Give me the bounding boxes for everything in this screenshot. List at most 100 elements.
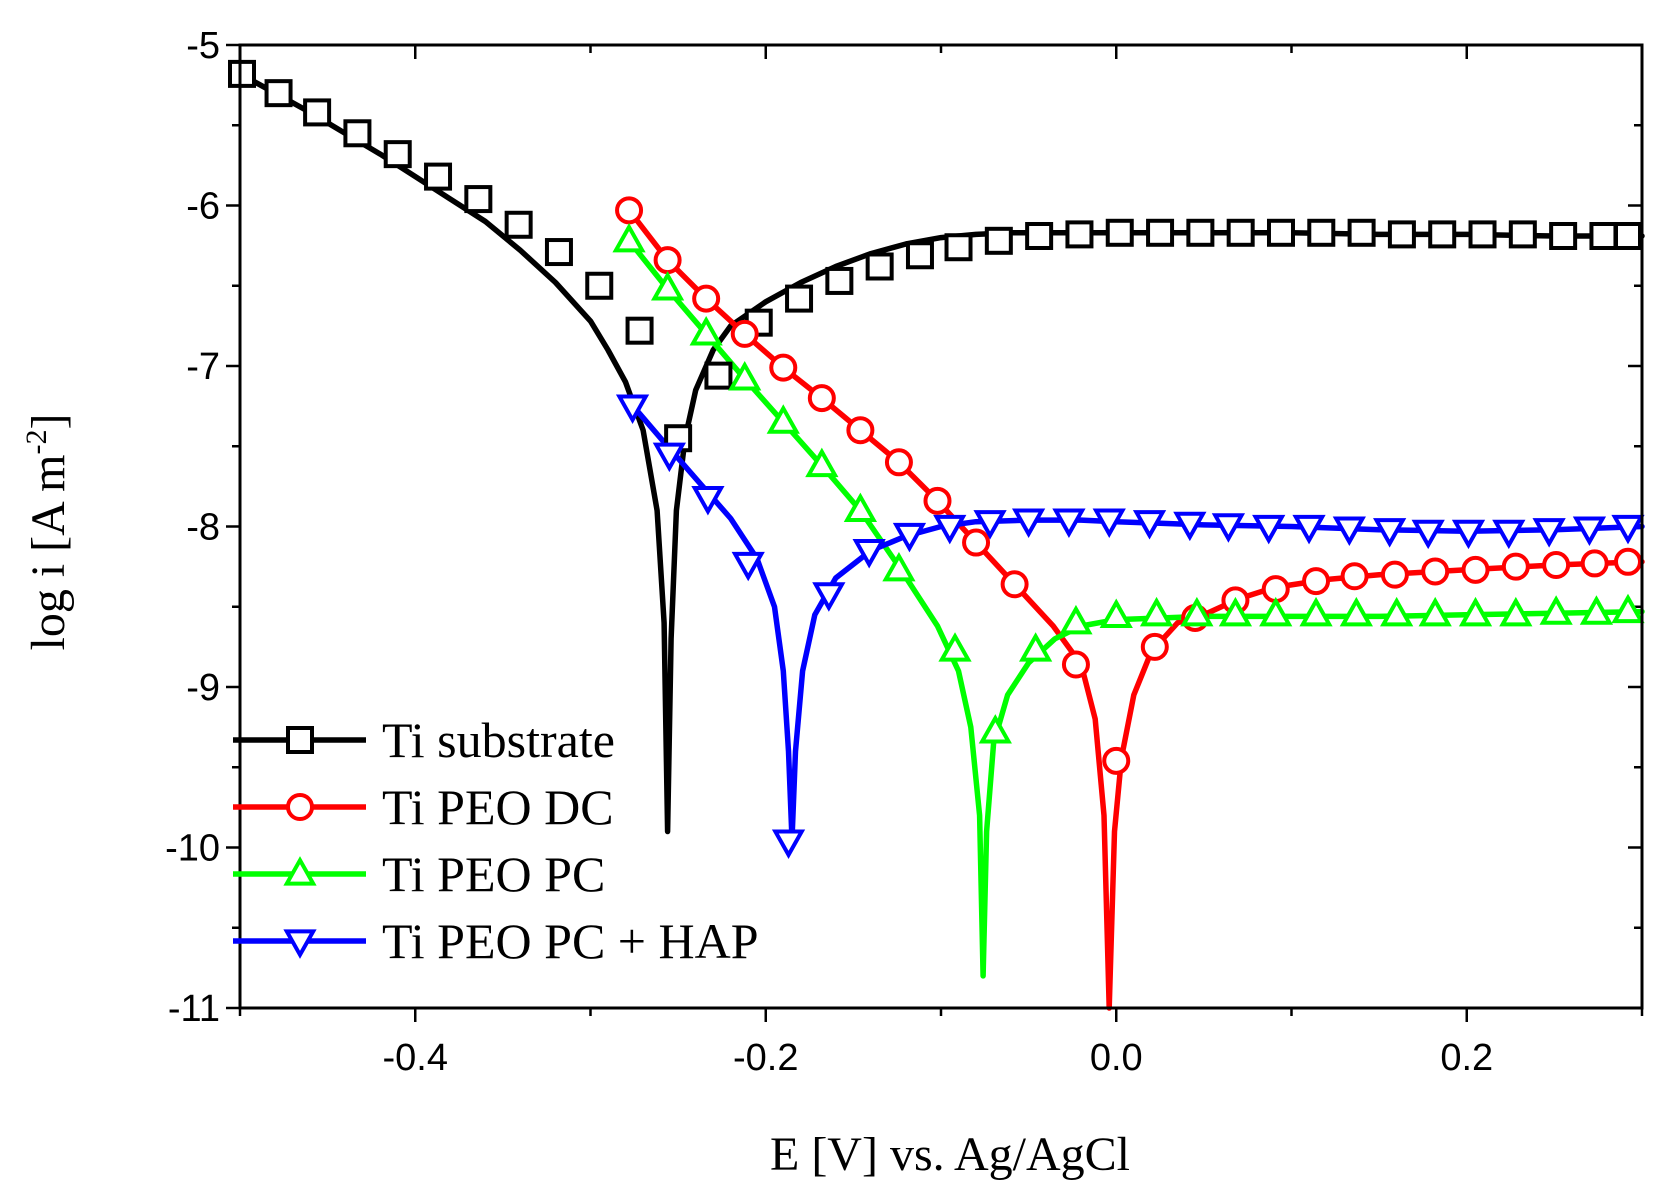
data-point [1061, 650, 1090, 679]
data-point [303, 98, 332, 127]
x-tick-label: -0.4 [383, 1037, 448, 1079]
x-axis-title: E [V] vs. Ag/AgCl [770, 1128, 1130, 1181]
data-point [1146, 218, 1175, 247]
data-point [973, 510, 1007, 540]
data-point [1614, 547, 1642, 576]
data-point [865, 252, 894, 281]
data-point [691, 486, 725, 516]
data-point [1259, 596, 1293, 627]
y-tick-label: -7 [186, 346, 220, 388]
y-tick-label: -10 [165, 828, 220, 870]
y-tick-label: -5 [186, 25, 220, 67]
data-point [1099, 598, 1133, 628]
data-point [544, 238, 573, 267]
data-point [1611, 593, 1645, 624]
data-point [704, 361, 733, 390]
plot-frame [238, 43, 1644, 1010]
data-point [1461, 555, 1490, 584]
data-point [1092, 508, 1126, 538]
legend-marker [286, 793, 314, 821]
data-point [771, 829, 806, 859]
data-point [1347, 218, 1376, 247]
y-axis-title: log i [A m-2] [20, 414, 75, 651]
data-point [1468, 220, 1497, 249]
data-point [807, 384, 836, 413]
data-point [1411, 519, 1445, 550]
data-point [1380, 560, 1409, 589]
data-point [1539, 595, 1573, 625]
y-tick-label: -6 [186, 186, 220, 228]
data-point [1580, 549, 1609, 578]
legend-label: Ti substrate [382, 712, 615, 768]
data-point [1492, 519, 1526, 550]
data-point [1065, 220, 1094, 249]
data-point [585, 271, 614, 300]
data-point [1173, 511, 1207, 542]
legend-label: Ti PEO PC [382, 846, 605, 902]
data-point [1451, 519, 1486, 550]
data-point [1000, 570, 1029, 599]
data-point [933, 514, 967, 545]
data-point [1059, 604, 1093, 635]
data-point [1418, 596, 1452, 627]
data-point [1458, 596, 1493, 627]
data-point [1226, 218, 1255, 247]
data-point [1102, 746, 1131, 775]
data-point [730, 319, 759, 348]
data-point [652, 442, 686, 473]
y-axis-title-main: log i [A m [22, 454, 75, 650]
data-point [1180, 596, 1214, 627]
x-tick-label: -0.2 [733, 1037, 798, 1079]
data-point [812, 582, 846, 612]
data-point [615, 196, 644, 225]
data-point [1105, 218, 1134, 247]
data-point [1549, 221, 1578, 250]
y-tick-label: -9 [186, 667, 220, 709]
data-point [1025, 221, 1054, 250]
data-point [689, 316, 723, 346]
series-line-2 [626, 238, 1645, 979]
x-tick-label: 0.2 [1440, 1037, 1493, 1079]
data-point [1332, 516, 1366, 546]
data-point [984, 226, 1013, 255]
data-point [625, 316, 654, 345]
data-point [978, 714, 1012, 744]
data-point [938, 632, 972, 662]
data-point [843, 492, 878, 523]
data-point [1211, 513, 1246, 543]
data-point [892, 522, 927, 553]
data-point [1218, 596, 1253, 627]
legend: Ti substrate Ti PEO DC Ti PEO PC Ti PEO PC … [233, 712, 759, 969]
y-axis-title-sup: -2 [20, 429, 53, 454]
data-point [424, 162, 453, 191]
data-point [1339, 596, 1373, 627]
data-point [1572, 516, 1607, 546]
data-point [1508, 220, 1537, 249]
data-point [1340, 562, 1369, 591]
data-point [1614, 221, 1642, 250]
data-point [769, 353, 798, 382]
y-axis-title-close: ] [22, 414, 75, 430]
data-point [1186, 218, 1215, 247]
data-point [1140, 632, 1169, 661]
data-point [728, 360, 762, 391]
y-tick-label: -8 [186, 507, 220, 549]
data-point [1019, 632, 1053, 662]
data-point [852, 538, 886, 569]
data-point [1139, 596, 1174, 627]
series-markers [228, 59, 1645, 859]
data-point [1380, 596, 1414, 627]
data-point [884, 448, 913, 477]
data-point [1302, 567, 1331, 596]
data-point [1292, 514, 1326, 545]
data-point [944, 233, 973, 262]
legend-marker [283, 856, 317, 886]
data-point [785, 284, 814, 313]
data-point [653, 246, 682, 275]
data-point [766, 404, 800, 434]
data-point [615, 394, 650, 424]
legend-marker [286, 726, 314, 754]
data-point [1252, 514, 1286, 545]
data-point [343, 119, 372, 148]
